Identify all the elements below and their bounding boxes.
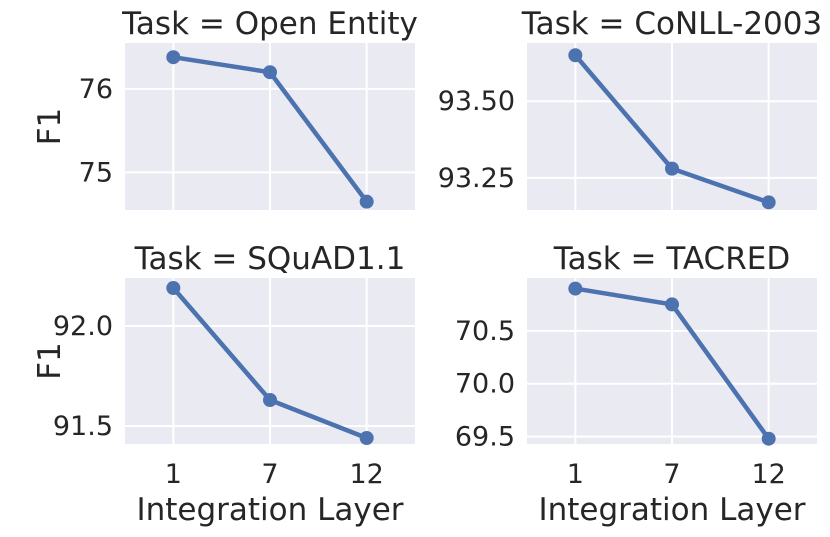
data-point	[263, 393, 277, 407]
y-tick-label: 93.50	[438, 86, 515, 117]
subplot-1: 75 76 Task = Open Entity F1	[32, 6, 418, 210]
data-point	[263, 65, 277, 80]
subplot-title: Task = SQuAD1.1	[134, 241, 406, 277]
y-tick-label: 75	[79, 157, 113, 188]
data-point	[568, 281, 583, 296]
x-axis-label: Integration Layer	[538, 492, 805, 528]
subplot-title: Task = CoNLL-2003	[521, 6, 822, 42]
data-point	[359, 431, 374, 445]
data-point	[761, 431, 776, 446]
data-point	[166, 50, 181, 65]
data-point	[359, 194, 374, 209]
x-tick-label: 7	[261, 459, 278, 490]
subplot-3: 91.5 92.0 1 7 12 Task = SQuAD1.1 F1 Integration…	[32, 241, 415, 528]
y-tick-label: 76	[79, 74, 113, 105]
y-tick-label: 92.0	[53, 311, 113, 342]
y-axis-label: F1	[32, 342, 68, 380]
x-axis-label: Integration Layer	[136, 492, 403, 528]
y-tick-label: 69.5	[455, 422, 515, 453]
x-tick-label: 1	[567, 459, 584, 490]
x-tick-label: 1	[165, 459, 182, 490]
y-tick-label: 93.25	[438, 163, 515, 194]
subplot-2: 93.25 93.50 Task = CoNLL-2003	[438, 6, 822, 210]
data-point	[665, 161, 679, 176]
subplot-title: Task = TACRED	[553, 241, 790, 277]
x-tick-label: 12	[349, 459, 383, 490]
y-tick-label: 70.5	[455, 316, 515, 347]
data-point	[166, 281, 181, 295]
y-tick-label: 91.5	[53, 411, 113, 442]
data-point	[665, 297, 679, 312]
y-tick-label: 70.0	[455, 369, 515, 400]
x-tick-label: 12	[751, 459, 785, 490]
data-point	[568, 48, 583, 63]
y-axis-label: F1	[32, 108, 68, 146]
data-point	[761, 195, 776, 210]
x-tick-label: 7	[663, 459, 680, 490]
subplot-4: 69.5 70.0 70.5 1 7 12 Task = TACRED Integration…	[455, 241, 817, 528]
subplot-title: Task = Open Entity	[121, 6, 418, 42]
